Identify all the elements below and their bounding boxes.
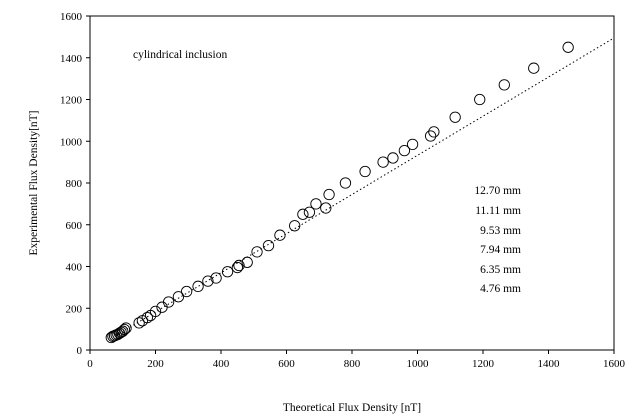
y-tick-label: 1400	[60, 53, 83, 65]
data-point	[274, 229, 286, 241]
data-point	[387, 152, 399, 164]
y-tick-label: 1200	[60, 95, 83, 107]
y-axis-label: Experimental Flux Density[nT]	[28, 111, 40, 256]
x-tick-label: 600	[278, 358, 295, 370]
data-point	[562, 41, 574, 53]
y-tick-label: 1600	[60, 11, 83, 23]
y-tick-label: 600	[66, 220, 83, 232]
trendline-layer	[115, 37, 615, 336]
data-point	[320, 202, 332, 214]
data-points	[105, 41, 574, 344]
x-tick-label: 1400	[538, 358, 561, 370]
data-point	[221, 266, 234, 278]
data-point	[297, 208, 309, 220]
data-point	[428, 126, 440, 138]
data-point	[398, 144, 411, 157]
data-point	[377, 156, 389, 168]
y-tick-label: 800	[66, 178, 83, 190]
data-point	[449, 111, 461, 123]
data-point	[359, 165, 371, 178]
data-point	[210, 272, 222, 284]
data-point	[141, 311, 153, 324]
data-point	[289, 220, 301, 232]
data-point	[120, 322, 132, 334]
data-point	[339, 177, 352, 189]
legend-line: 11.11 mm	[475, 205, 521, 217]
data-point	[180, 285, 193, 298]
data-point	[162, 296, 175, 308]
x-tick-label: 1000	[407, 358, 430, 370]
data-point	[262, 239, 275, 252]
data-point	[310, 198, 322, 210]
x-tick-label: 400	[213, 358, 230, 370]
trendline	[115, 37, 615, 336]
data-point	[231, 261, 244, 274]
y-tick-label: 400	[66, 262, 83, 274]
data-point	[528, 62, 540, 74]
data-point	[192, 280, 204, 292]
legend-line: 9.53 mm	[480, 225, 521, 237]
axis-ticks: 0 200 400 600 800 1000 1200 1400 1600 0 200 400 600 8…	[60, 11, 626, 370]
y-tick-label: 200	[66, 303, 83, 315]
data-point	[406, 138, 419, 151]
legend-line: 12.70 mm	[474, 185, 521, 197]
legend-line: 7.94 mm	[480, 244, 521, 256]
plot-area	[89, 15, 615, 351]
x-tick-label: 0	[87, 358, 93, 370]
data-point	[202, 275, 214, 287]
data-point	[117, 325, 129, 337]
legend-line: 6.35 mm	[480, 264, 521, 276]
y-tick-label: 1000	[60, 136, 83, 148]
x-tick-label: 1600	[603, 358, 626, 370]
data-point	[118, 323, 131, 336]
chart-annotation: cylindrical inclusion	[133, 49, 227, 61]
data-point	[241, 256, 253, 268]
data-point	[474, 93, 486, 106]
data-point	[172, 291, 185, 303]
y-tick-label: 0	[77, 345, 83, 357]
legend-line: 4.76 mm	[480, 283, 521, 295]
x-tick-label: 1200	[472, 358, 495, 370]
x-axis-label: Theoretical Flux Density [nT]	[283, 402, 421, 414]
data-point	[251, 246, 263, 258]
data-point	[149, 305, 162, 318]
data-point	[133, 317, 145, 329]
x-tick-label: 800	[344, 358, 361, 370]
data-point	[498, 79, 510, 91]
data-point	[323, 188, 335, 201]
legend-text-block: 12.70 mm 11.11 mm 9.53 mm 7.94 mm 6.35 m…	[474, 185, 521, 295]
data-point	[424, 130, 437, 142]
x-tick-label: 200	[147, 358, 164, 370]
data-point	[303, 206, 316, 218]
data-point	[233, 259, 245, 272]
